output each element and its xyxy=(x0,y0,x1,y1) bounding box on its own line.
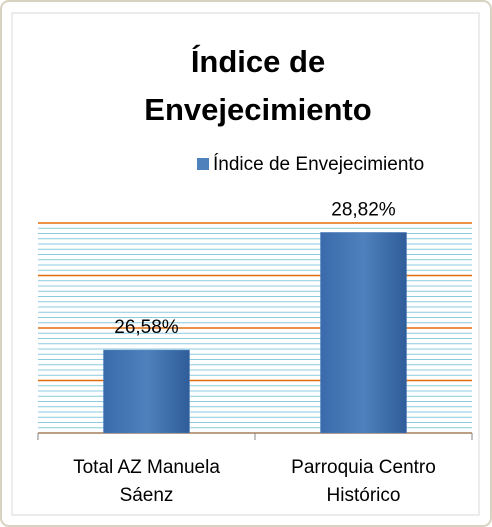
x-tick-label: Parroquia Centro Histórico xyxy=(291,457,436,506)
data-label: 28,82% xyxy=(331,199,396,220)
chart-title: Índice de Envejecimiento xyxy=(144,44,372,127)
legend-label: Índice de Envejecimiento xyxy=(213,154,424,175)
data-label: 26,58% xyxy=(114,317,179,338)
bar xyxy=(320,232,407,434)
x-tick-label: Total AZ Manuela Sáenz xyxy=(73,457,220,506)
bar xyxy=(103,349,190,434)
legend-swatch xyxy=(197,158,209,170)
